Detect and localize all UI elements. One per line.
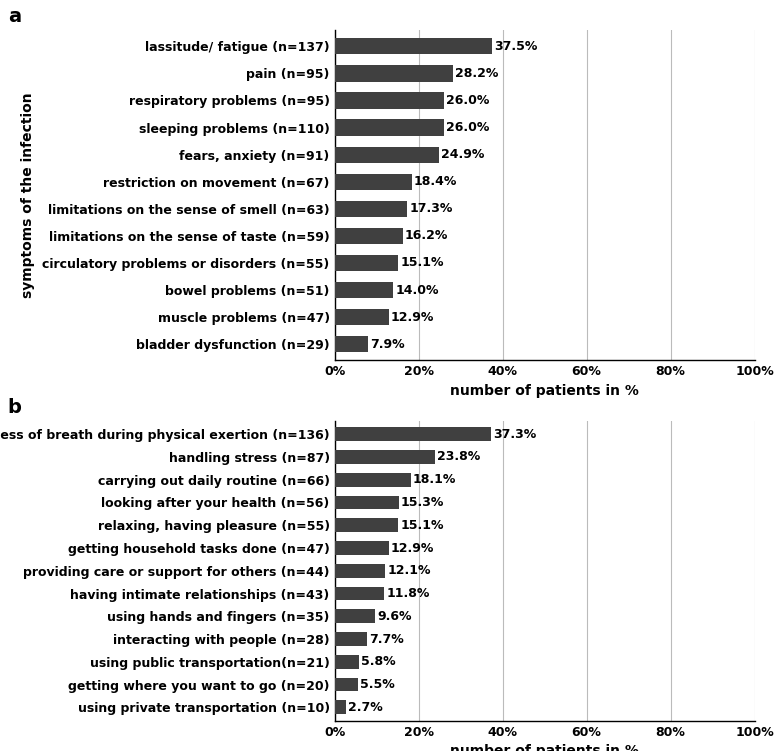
- Bar: [335, 473, 411, 487]
- Bar: [335, 38, 492, 54]
- Text: 16.2%: 16.2%: [405, 229, 448, 243]
- Text: 23.8%: 23.8%: [436, 451, 480, 463]
- Bar: [335, 610, 375, 623]
- Bar: [335, 496, 399, 509]
- Bar: [335, 92, 443, 109]
- Text: 12.9%: 12.9%: [391, 541, 434, 554]
- Bar: [335, 632, 367, 646]
- Bar: [335, 65, 453, 82]
- Text: 9.6%: 9.6%: [377, 610, 412, 623]
- Bar: [335, 677, 358, 692]
- Bar: [335, 119, 443, 136]
- Bar: [335, 309, 389, 325]
- X-axis label: number of patients in %: number of patients in %: [450, 384, 639, 398]
- Text: 24.9%: 24.9%: [441, 148, 485, 161]
- Text: b: b: [8, 398, 22, 417]
- Bar: [335, 450, 435, 464]
- Bar: [335, 228, 402, 244]
- Text: 26.0%: 26.0%: [446, 94, 489, 107]
- Bar: [335, 541, 389, 555]
- Text: 7.9%: 7.9%: [370, 338, 405, 351]
- Bar: [335, 587, 384, 600]
- Text: 5.8%: 5.8%: [361, 656, 396, 668]
- Text: 37.5%: 37.5%: [494, 40, 538, 53]
- Text: 7.7%: 7.7%: [369, 632, 404, 646]
- Bar: [335, 282, 394, 298]
- Bar: [335, 564, 385, 578]
- Text: 11.8%: 11.8%: [386, 587, 429, 600]
- Text: a: a: [8, 8, 21, 26]
- Text: 37.3%: 37.3%: [493, 428, 537, 441]
- Bar: [335, 146, 439, 163]
- Text: 14.0%: 14.0%: [395, 284, 439, 297]
- Text: 2.7%: 2.7%: [348, 701, 383, 713]
- Text: 12.1%: 12.1%: [387, 564, 431, 578]
- Text: 5.5%: 5.5%: [359, 678, 394, 691]
- Bar: [335, 336, 368, 352]
- Text: 15.3%: 15.3%: [401, 496, 444, 509]
- Bar: [335, 173, 412, 190]
- Bar: [335, 701, 346, 714]
- Bar: [335, 518, 398, 532]
- Text: 18.1%: 18.1%: [412, 473, 456, 486]
- Bar: [335, 655, 359, 668]
- Bar: [335, 427, 491, 441]
- Text: 26.0%: 26.0%: [446, 121, 489, 134]
- X-axis label: number of patients in %: number of patients in %: [450, 744, 639, 751]
- Text: 28.2%: 28.2%: [455, 67, 499, 80]
- Y-axis label: symptoms of the infection: symptoms of the infection: [22, 92, 36, 298]
- Text: 17.3%: 17.3%: [409, 202, 453, 216]
- Text: 15.1%: 15.1%: [400, 257, 443, 270]
- Text: 15.1%: 15.1%: [400, 519, 443, 532]
- Bar: [335, 201, 407, 217]
- Bar: [335, 255, 398, 271]
- Text: 18.4%: 18.4%: [414, 175, 457, 189]
- Text: 12.9%: 12.9%: [391, 311, 434, 324]
